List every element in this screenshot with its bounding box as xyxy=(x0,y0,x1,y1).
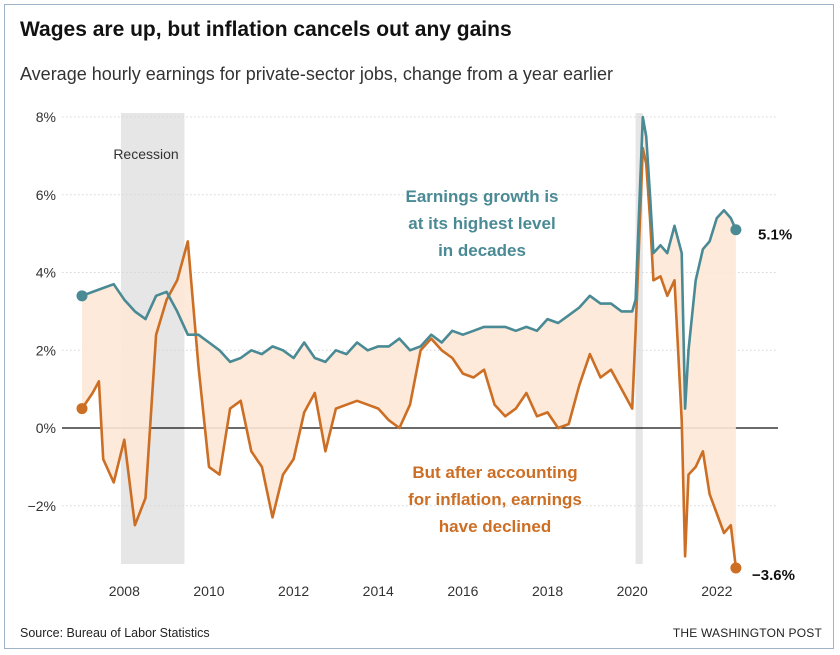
x-tick-label: 2016 xyxy=(447,583,478,599)
x-tick-label: 2020 xyxy=(617,583,648,599)
annotation-earnings-line: at its highest level xyxy=(408,214,555,233)
shaded-band xyxy=(635,113,643,565)
annotation-earnings-line: Earnings growth is xyxy=(405,187,558,206)
start-point-inflation-adjusted xyxy=(76,403,88,415)
chart-subtitle: Average hourly earnings for private-sect… xyxy=(20,64,613,84)
source-note: Source: Bureau of Labor Statistics xyxy=(20,626,210,640)
y-tick-label: −2% xyxy=(28,498,56,514)
x-tick-label: 2010 xyxy=(193,583,224,599)
end-point-inflation-adjusted xyxy=(730,562,742,574)
annotation-inflation-line: But after accounting xyxy=(412,463,577,482)
x-tick-label: 2022 xyxy=(701,583,732,599)
y-tick-label: 0% xyxy=(36,420,56,436)
x-tick-label: 2012 xyxy=(278,583,309,599)
end-label-inflation-adjusted: −3.6% xyxy=(752,567,795,584)
series-line-inflation-adjusted xyxy=(80,146,738,569)
chart-title: Wages are up, but inflation cancels out … xyxy=(20,18,512,41)
annotation-inflation-line: have declined xyxy=(439,517,551,536)
end-point-earnings xyxy=(730,224,742,236)
end-label-earnings: 5.1% xyxy=(758,227,792,244)
y-tick-label: 6% xyxy=(36,187,56,203)
annotation-inflation-line: for inflation, earnings xyxy=(408,490,582,509)
y-tick-label: 2% xyxy=(36,342,56,358)
y-tick-label: 8% xyxy=(36,109,56,125)
figure-frame xyxy=(4,4,834,649)
publisher-credit: THE WASHINGTON POST xyxy=(672,626,822,640)
x-tick-label: 2008 xyxy=(109,583,140,599)
y-tick-label: 4% xyxy=(36,265,56,281)
x-tick-label: 2014 xyxy=(363,583,394,599)
start-point-earnings xyxy=(76,290,88,302)
annotation-earnings-line: in decades xyxy=(438,241,526,260)
series-line-earnings-growth xyxy=(81,115,738,410)
gap-fill-area xyxy=(82,117,736,568)
x-tick-label: 2018 xyxy=(532,583,563,599)
recession-label: Recession xyxy=(113,146,178,162)
